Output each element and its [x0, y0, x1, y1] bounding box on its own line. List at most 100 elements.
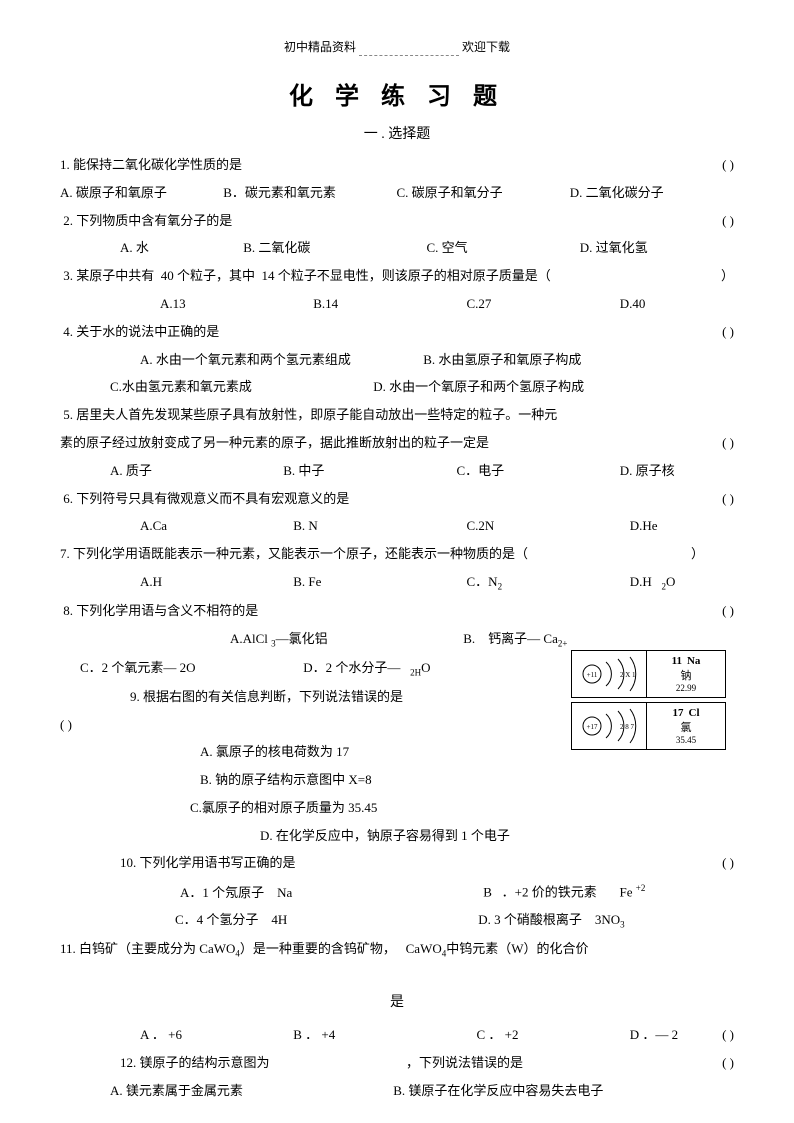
q1-optC: C. 碳原子和氧分子 [397, 183, 567, 204]
answer-paren: ( ) [722, 1053, 734, 1074]
q3-optC: C.27 [467, 294, 617, 315]
q10-options-row1: A．1 个氖原子 Na B ．+2 价的铁元素 Fe +2 [60, 881, 734, 903]
q6-text: 6. 下列符号只具有微观意义而不具有宏观意义的是 [60, 489, 349, 510]
q1-text: 1. 能保持二氧化碳化学性质的是 [60, 155, 242, 176]
question-3: 3. 某原子中共有 40 个粒子，其中 14 个粒子不显电性，则该原子的相对原子… [60, 266, 734, 287]
q5-text2: 素的原子经过放射变成了另一种元素的原子，据此推断放射出的粒子一定是 [60, 433, 489, 454]
q5-optA: A. 质子 [110, 461, 280, 482]
q2-options: A. 水 B. 二氧化碳 C. 空气 D. 过氧化氢 [60, 238, 734, 259]
svg-text:2 X 1: 2 X 1 [620, 671, 636, 679]
q10-optC: C．4 个氢分子 4H [175, 910, 475, 931]
q4-options-row2: C.水由氢元素和氧元素成 D. 水由一个氧原子和两个氢原子构成 [60, 377, 734, 398]
q6-optC: C.2N [467, 516, 627, 537]
question-5-line2: 素的原子经过放射变成了另一种元素的原子，据此推断放射出的粒子一定是 ( ) [60, 433, 734, 454]
q3-optA: A.13 [160, 294, 310, 315]
q5-options: A. 质子 B. 中子 C．电子 D. 原子核 [60, 461, 734, 482]
q8-optD: D．2 个水分子— 2HO [303, 658, 430, 680]
question-1: 1. 能保持二氧化碳化学性质的是 ( ) [60, 155, 734, 176]
header-right: 欢迎下载 [462, 40, 510, 54]
question-2: 2. 下列物质中含有氧分子的是 ( ) [60, 211, 734, 232]
q4-optB: B. 水由氢原子和氧原子构成 [423, 350, 581, 371]
q7-optD: D.H 2O [630, 572, 676, 594]
q11-optA: A ． +6 [140, 1025, 290, 1046]
q4-optD: D. 水由一个氧原子和两个氢原子构成 [373, 377, 584, 398]
q3-options: A.13 B.14 C.27 D.40 [60, 294, 734, 315]
answer-paren: ） [721, 266, 734, 287]
answer-paren: ( ) [722, 489, 734, 510]
q7-optB: B. Fe [293, 572, 463, 593]
q11-optB: B ． +4 [293, 1025, 473, 1046]
q2-optD: D. 过氧化氢 [580, 238, 648, 259]
answer-paren: ( ) [722, 155, 734, 176]
q3-optD: D.40 [620, 294, 646, 315]
answer-paren: ( ) [722, 433, 734, 454]
q10-optB: B ．+2 价的铁元素 Fe +2 [483, 881, 645, 903]
question-10: 10. 下列化学用语书写正确的是 ( ) [60, 853, 734, 874]
q5-optD: D. 原子核 [620, 461, 675, 482]
q1-optD: D. 二氧化碳分子 [570, 183, 664, 204]
question-7: 7. 下列化学用语既能表示一种元素，又能表示一个原子，还能表示一种物质的是（ ） [60, 544, 734, 565]
q4-text: 4. 关于水的说法中正确的是 [60, 322, 219, 343]
q11-optD: D ．— 2 [630, 1025, 678, 1046]
q7-optC: C．N2 [467, 572, 627, 594]
question-4: 4. 关于水的说法中正确的是 ( ) [60, 322, 734, 343]
q2-optA: A. 水 [120, 238, 240, 259]
q9-optC: C.氯原子的相对原子质量为 35.45 [60, 798, 734, 819]
answer-paren: ( ) [722, 601, 734, 622]
q12-optB: B. 镁原子在化学反应中容易失去电子 [393, 1081, 603, 1102]
q9-optB: B. 钠的原子结构示意图中 X=8 [60, 770, 734, 791]
q11-options: A ． +6 B ． +4 C ． +2 D ．— 2 ( ) [60, 1025, 734, 1046]
answer-paren: ( ) [722, 1025, 734, 1046]
question-6: 6. 下列符号只具有微观意义而不具有宏观意义的是 ( ) [60, 489, 734, 510]
q5-text1: 5. 居里夫人首先发现某些原子具有放射性，即原子能自动放出一些特定的粒子。一种元 [60, 405, 557, 426]
q10-options-row2: C．4 个氢分子 4H D. 3 个硝酸根离子 3NO3 [60, 910, 734, 932]
q2-optC: C. 空气 [427, 238, 577, 259]
header-left: 初中精品资料 [284, 40, 356, 54]
info-na: 11 Na 钠 22.99 [647, 651, 725, 697]
q8-optC: C．2 个氧元素— 2O [80, 658, 300, 679]
q9-text: 9. 根据右图的有关信息判断，下列说法错误的是 [130, 687, 403, 708]
q4-optC: C.水由氢元素和氧元素成 [110, 377, 370, 398]
document-title: 化 学 练 习 题 [60, 76, 734, 111]
q8-optB: B. 钙离子— Ca2+ [463, 629, 567, 651]
q10-text: 10. 下列化学用语书写正确的是 [120, 853, 296, 874]
q8-options-row1: A.AlCl 3—氯化铝 B. 钙离子— Ca2+ [60, 629, 734, 651]
q6-optB: B. N [293, 516, 463, 537]
q5-optC: C．电子 [457, 461, 617, 482]
q3-text: 3. 某原子中共有 40 个粒子，其中 14 个粒子不显电性，则该原子的相对原子… [60, 266, 551, 287]
bohr-na: +11 2 X 1 [572, 651, 647, 697]
q10-optD: D. 3 个硝酸根离子 3NO3 [478, 910, 624, 932]
q1-optB: B．碳元素和氧元素 [223, 183, 393, 204]
answer-paren: ( ) [722, 853, 734, 874]
q6-options: A.Ca B. N C.2N D.He [60, 516, 734, 537]
q12-options: A. 镁元素属于金属元素 B. 镁原子在化学反应中容易失去电子 [60, 1081, 734, 1102]
q9-optD: D. 在化学反应中，钠原子容易得到 1 个电子 [60, 826, 734, 847]
bohr-cl: +17 2 8 7 [572, 703, 647, 749]
question-11: 11. 白钨矿（主要成分为 CaWO4）是一种重要的含钨矿物， CaWO4中钨元… [60, 939, 734, 961]
answer-paren: ( ) [722, 322, 734, 343]
section-title: 一 . 选择题 [60, 123, 734, 143]
question-5-line1: 5. 居里夫人首先发现某些原子具有放射性，即原子能自动放出一些特定的粒子。一种元 [60, 405, 734, 426]
svg-text:+11: +11 [587, 671, 598, 679]
answer-paren: ( ) [722, 211, 734, 232]
q7-options: A.H B. Fe C．N2 D.H 2O [60, 572, 734, 594]
question-8: 8. 下列化学用语与含义不相符的是 ( ) [60, 601, 734, 622]
q7-optA: A.H [140, 572, 290, 593]
q4-options-row1: A. 水由一个氧元素和两个氢元素组成 B. 水由氢原子和氧原子构成 [60, 350, 734, 371]
element-na: +11 2 X 1 11 Na 钠 22.99 [571, 650, 726, 698]
q12-optA: A. 镁元素属于金属元素 [110, 1081, 390, 1102]
q2-text: 2. 下列物质中含有氧分子的是 [60, 211, 232, 232]
svg-text:+17: +17 [587, 723, 598, 731]
element-cl: +17 2 8 7 17 Cl 氯 35.45 [571, 702, 726, 750]
page-header: 初中精品资料 欢迎下载 [60, 38, 734, 56]
q7-text: 7. 下列化学用语既能表示一种元素，又能表示一个原子，还能表示一种物质的是（ [60, 544, 528, 565]
q3-optB: B.14 [313, 294, 463, 315]
answer-paren: ） [691, 544, 704, 565]
q6-optA: A.Ca [140, 516, 290, 537]
q8-text: 8. 下列化学用语与含义不相符的是 [60, 601, 258, 622]
q4-optA: A. 水由一个氧元素和两个氢元素组成 [140, 350, 420, 371]
q1-optA: A. 碳原子和氧原子 [60, 183, 220, 204]
q10-optA: A．1 个氖原子 Na [180, 883, 480, 904]
q11-shi: 是 [60, 991, 734, 1011]
q5-optB: B. 中子 [283, 461, 453, 482]
